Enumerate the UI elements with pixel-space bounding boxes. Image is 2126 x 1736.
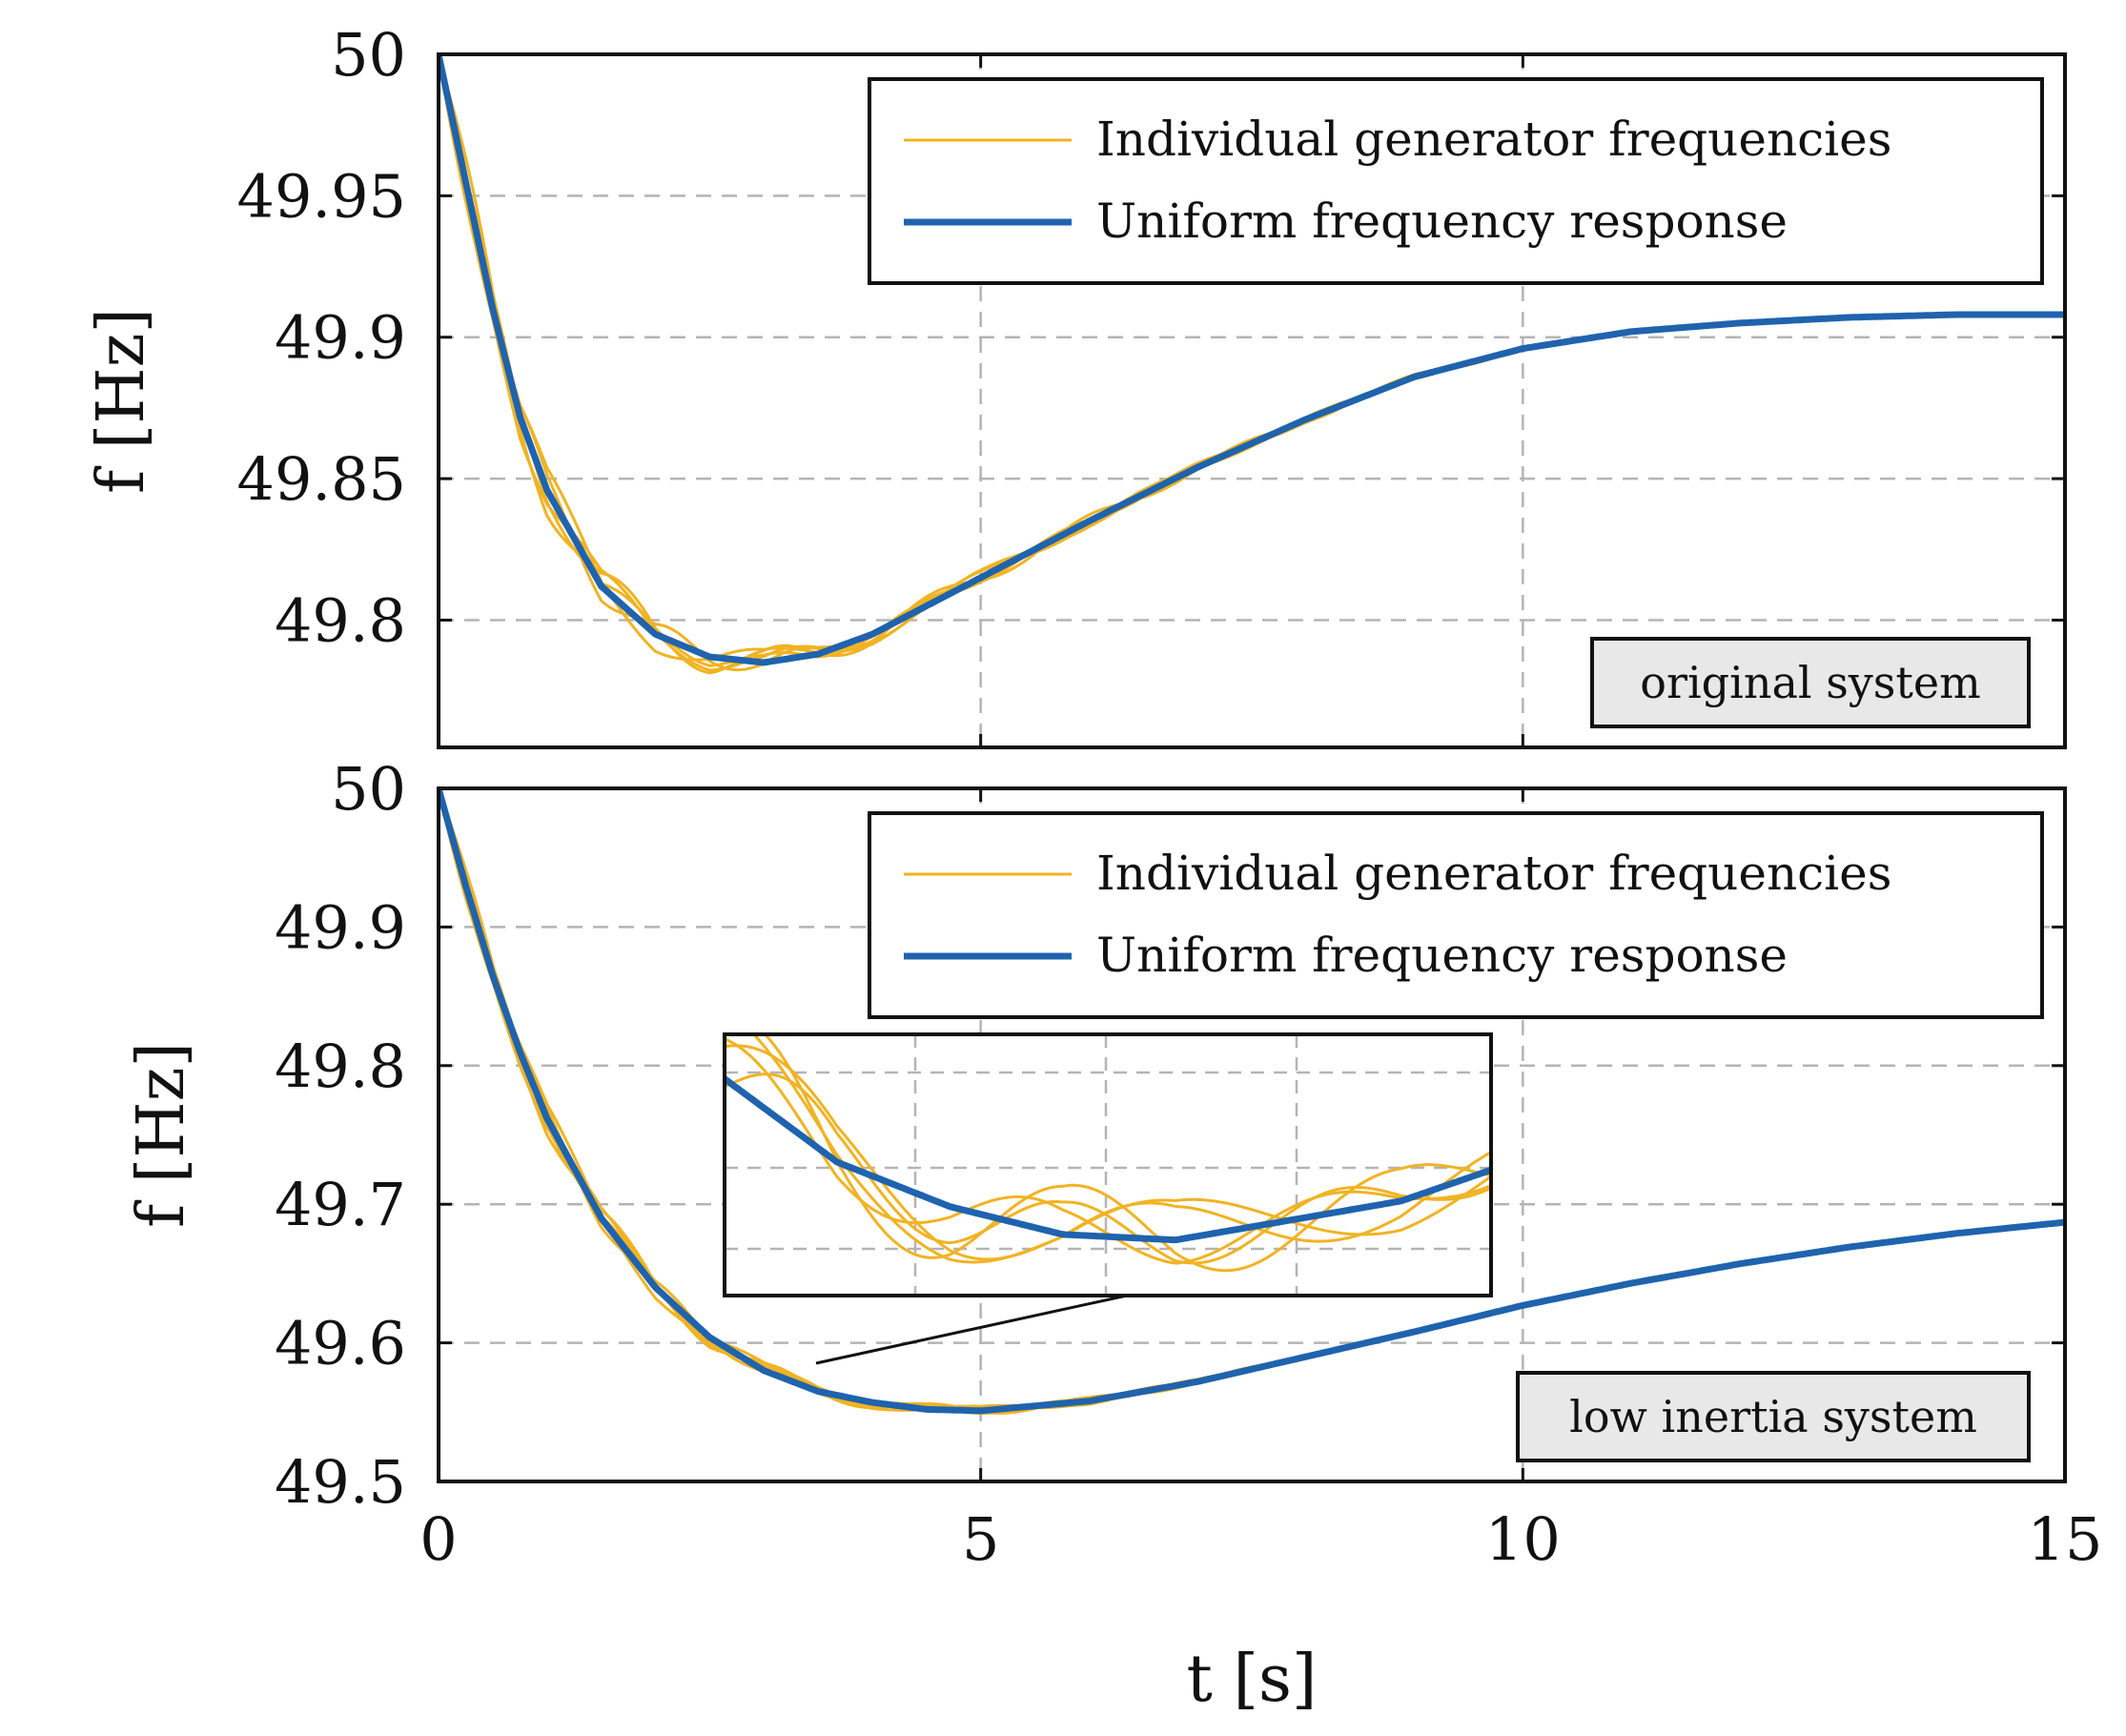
xtick-label: 0 xyxy=(419,1504,457,1574)
inset-frame xyxy=(723,1032,1493,1297)
ytick-label: 49.7 xyxy=(275,1170,406,1239)
annotation-label: original system xyxy=(1640,657,1980,708)
lines-layer xyxy=(439,54,2065,1416)
ytick-label: 49.9 xyxy=(275,303,406,373)
ytick-label: 49.6 xyxy=(275,1309,406,1379)
xtick-label: 15 xyxy=(2028,1504,2103,1574)
ytick-label: 49.5 xyxy=(275,1447,406,1517)
legend-label: Uniform frequency response xyxy=(1096,194,1788,249)
axes-frame xyxy=(437,52,2067,749)
ytick-label: 49.8 xyxy=(275,585,406,655)
legend-box xyxy=(868,77,2044,285)
ytick-label: 49.85 xyxy=(237,444,407,514)
ytick-label: 50 xyxy=(331,754,406,824)
inset-plot-area xyxy=(725,1034,1491,1273)
uniform-response-line xyxy=(439,54,2065,666)
legend-label: Individual generator frequencies xyxy=(1096,846,1891,901)
uniform-response-line xyxy=(439,788,2065,1415)
ytick-label: 49.9 xyxy=(275,892,406,962)
plot-area xyxy=(439,54,2065,675)
ytick-label: 49.8 xyxy=(275,1031,406,1101)
annotation-box xyxy=(1590,637,2031,728)
y-axis-label: f [Hz] xyxy=(124,1042,199,1228)
inset-generator-line xyxy=(751,1034,1491,1264)
plot-area xyxy=(439,788,2065,1416)
inset-generator-line xyxy=(763,1034,1491,1273)
legend-box xyxy=(868,811,2044,1019)
annotation-box xyxy=(1516,1371,2031,1462)
inset-uniform-line xyxy=(725,1075,1491,1244)
frames-layer xyxy=(437,52,2067,1483)
annotation-label: low inertia system xyxy=(1569,1391,1977,1442)
xtick-label: 5 xyxy=(962,1504,999,1574)
y-axis-label: f [Hz] xyxy=(84,308,159,494)
axes-frame xyxy=(437,786,2067,1483)
legend-label: Individual generator frequencies xyxy=(1096,112,1891,167)
ytick-label: 49.95 xyxy=(237,161,407,231)
xtick-label: 10 xyxy=(1485,1504,1561,1574)
x-axis-label: t [s] xyxy=(1187,1642,1318,1717)
inset-connector xyxy=(815,1294,1128,1365)
ytick-label: 50 xyxy=(331,20,406,90)
inset-generator-line xyxy=(725,1072,1491,1265)
legend-label: Uniform frequency response xyxy=(1096,928,1788,983)
